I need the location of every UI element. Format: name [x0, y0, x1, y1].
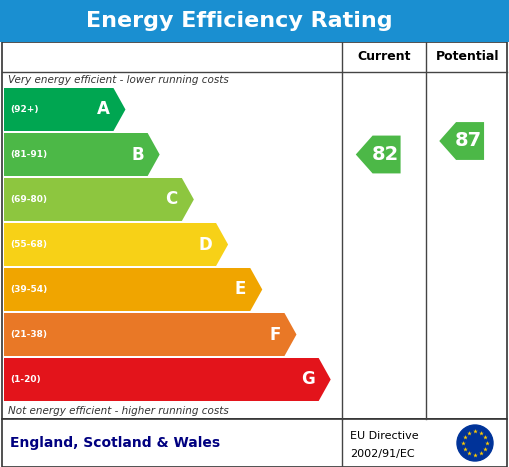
Text: England, Scotland & Wales: England, Scotland & Wales [10, 436, 220, 450]
Bar [2, 419, 507, 467]
Bar [2, 42, 507, 419]
Text: Current: Current [357, 50, 411, 64]
Text: (81-91): (81-91) [10, 150, 47, 159]
Text: Energy Efficiency Rating: Energy Efficiency Rating [86, 11, 392, 31]
Text: (92+): (92+) [10, 105, 39, 114]
Text: Very energy efficient - lower running costs: Very energy efficient - lower running co… [8, 75, 229, 85]
Text: B: B [131, 146, 144, 163]
Text: (69-80): (69-80) [10, 195, 47, 204]
Text: G: G [301, 370, 315, 389]
Polygon shape [4, 133, 160, 176]
Text: E: E [235, 281, 246, 298]
Polygon shape [4, 223, 228, 266]
Polygon shape [4, 268, 262, 311]
Text: EU Directive: EU Directive [350, 431, 419, 441]
Circle shape [457, 425, 493, 461]
Text: 82: 82 [372, 145, 399, 164]
Bar [0, 0, 509, 42]
Text: (21-38): (21-38) [10, 330, 47, 339]
Polygon shape [4, 88, 125, 131]
Text: (55-68): (55-68) [10, 240, 47, 249]
Text: A: A [97, 100, 109, 119]
Text: (39-54): (39-54) [10, 285, 47, 294]
Text: 2002/91/EC: 2002/91/EC [350, 449, 415, 459]
Polygon shape [439, 122, 484, 160]
Text: Not energy efficient - higher running costs: Not energy efficient - higher running co… [8, 406, 229, 416]
Text: 87: 87 [455, 132, 482, 150]
Text: C: C [165, 191, 178, 208]
Text: (1-20): (1-20) [10, 375, 41, 384]
Polygon shape [4, 313, 296, 356]
Polygon shape [356, 135, 401, 173]
Text: F: F [269, 325, 280, 344]
Text: D: D [199, 235, 212, 254]
Polygon shape [4, 178, 194, 221]
Polygon shape [4, 358, 331, 401]
Text: Potential: Potential [436, 50, 499, 64]
